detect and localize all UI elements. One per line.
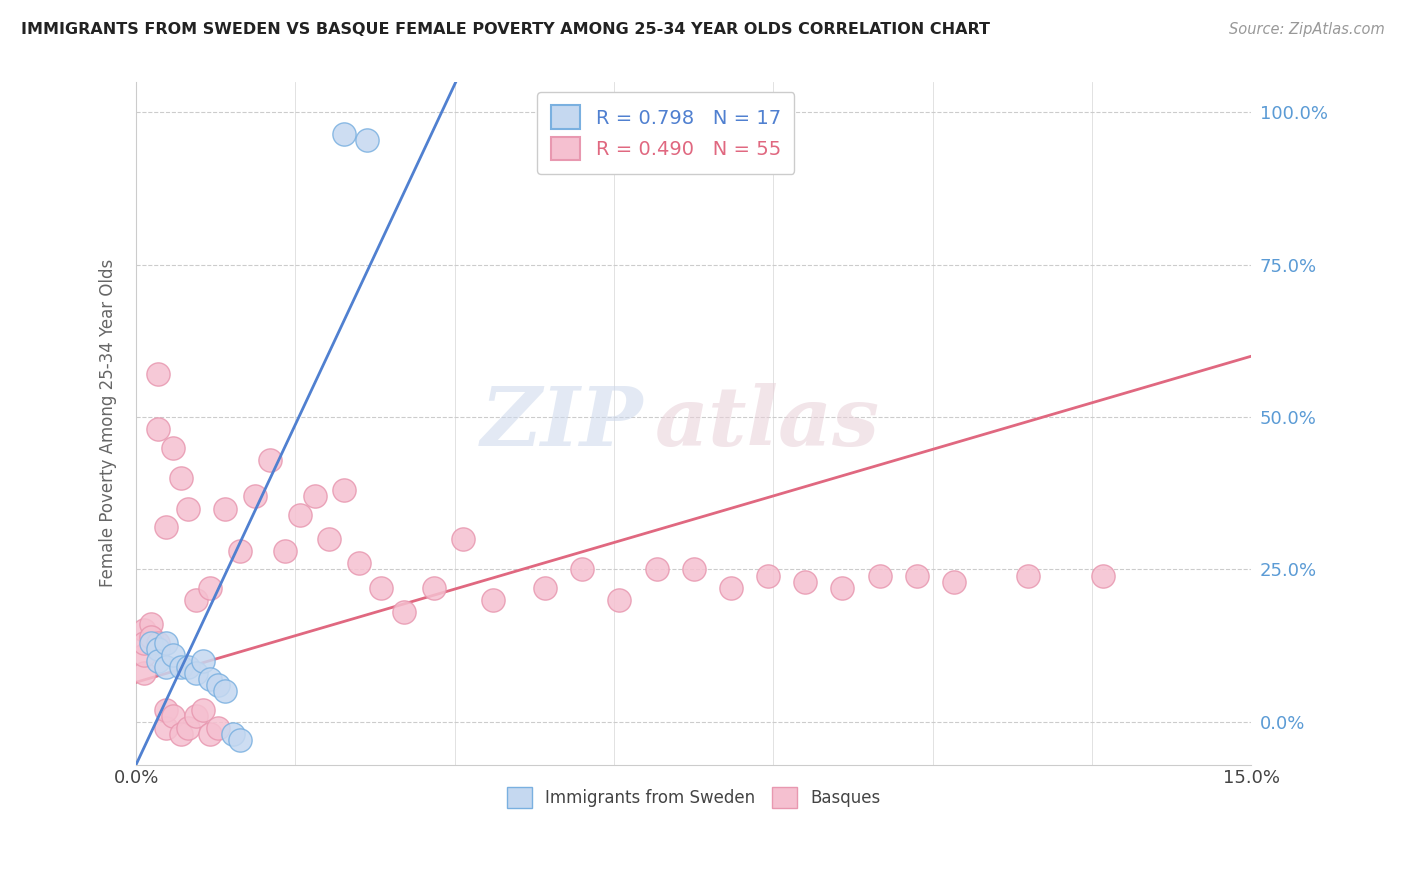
Point: [222, 727, 245, 741]
Point: [148, 635, 170, 649]
Point: [177, 501, 200, 516]
Point: [162, 708, 184, 723]
Text: atlas: atlas: [655, 384, 880, 463]
Point: [177, 660, 200, 674]
Point: [200, 672, 222, 686]
Point: [184, 666, 207, 681]
Point: [831, 581, 853, 595]
Point: [139, 630, 162, 644]
Point: [170, 471, 193, 485]
Point: [148, 422, 170, 436]
Text: Source: ZipAtlas.com: Source: ZipAtlas.com: [1229, 22, 1385, 37]
Point: [370, 581, 392, 595]
Point: [132, 635, 155, 649]
Point: [869, 568, 891, 582]
Point: [155, 660, 177, 674]
Point: [148, 654, 170, 668]
Point: [623, 127, 645, 141]
Point: [155, 703, 177, 717]
Point: [720, 581, 742, 595]
Point: [132, 666, 155, 681]
Point: [132, 624, 155, 638]
Point: [422, 581, 444, 595]
Point: [191, 703, 214, 717]
Point: [229, 544, 252, 558]
Point: [482, 593, 505, 607]
Point: [794, 574, 817, 589]
Point: [162, 648, 184, 662]
Point: [392, 605, 415, 619]
Text: IMMIGRANTS FROM SWEDEN VS BASQUE FEMALE POVERTY AMONG 25-34 YEAR OLDS CORRELATIO: IMMIGRANTS FROM SWEDEN VS BASQUE FEMALE …: [21, 22, 990, 37]
Point: [148, 641, 170, 656]
Point: [682, 562, 704, 576]
Legend: Immigrants from Sweden, Basques: Immigrants from Sweden, Basques: [501, 780, 887, 814]
Point: [288, 508, 311, 522]
Point: [259, 452, 281, 467]
Point: [207, 678, 229, 692]
Point: [139, 635, 162, 649]
Point: [214, 684, 236, 698]
Point: [243, 489, 266, 503]
Point: [571, 562, 593, 576]
Point: [304, 489, 326, 503]
Point: [451, 532, 474, 546]
Point: [229, 733, 252, 747]
Point: [356, 133, 378, 147]
Point: [645, 562, 668, 576]
Point: [534, 581, 557, 595]
Point: [1017, 568, 1039, 582]
Point: [200, 727, 222, 741]
Point: [274, 544, 297, 558]
Point: [155, 635, 177, 649]
Point: [347, 557, 370, 571]
Point: [139, 630, 162, 644]
Point: [756, 568, 779, 582]
Point: [184, 593, 207, 607]
Point: [184, 708, 207, 723]
Point: [609, 593, 631, 607]
Point: [1091, 568, 1114, 582]
Point: [318, 532, 340, 546]
Point: [200, 581, 222, 595]
Point: [905, 568, 928, 582]
Point: [132, 648, 155, 662]
Point: [214, 501, 236, 516]
Point: [170, 727, 193, 741]
Point: [162, 441, 184, 455]
Point: [170, 660, 193, 674]
Point: [155, 721, 177, 735]
Text: ZIP: ZIP: [481, 384, 644, 463]
Point: [148, 368, 170, 382]
Point: [207, 721, 229, 735]
Point: [177, 721, 200, 735]
Y-axis label: Female Poverty Among 25-34 Year Olds: Female Poverty Among 25-34 Year Olds: [100, 259, 117, 587]
Point: [155, 520, 177, 534]
Point: [139, 617, 162, 632]
Point: [191, 654, 214, 668]
Point: [943, 574, 966, 589]
Point: [333, 483, 356, 498]
Point: [333, 127, 356, 141]
